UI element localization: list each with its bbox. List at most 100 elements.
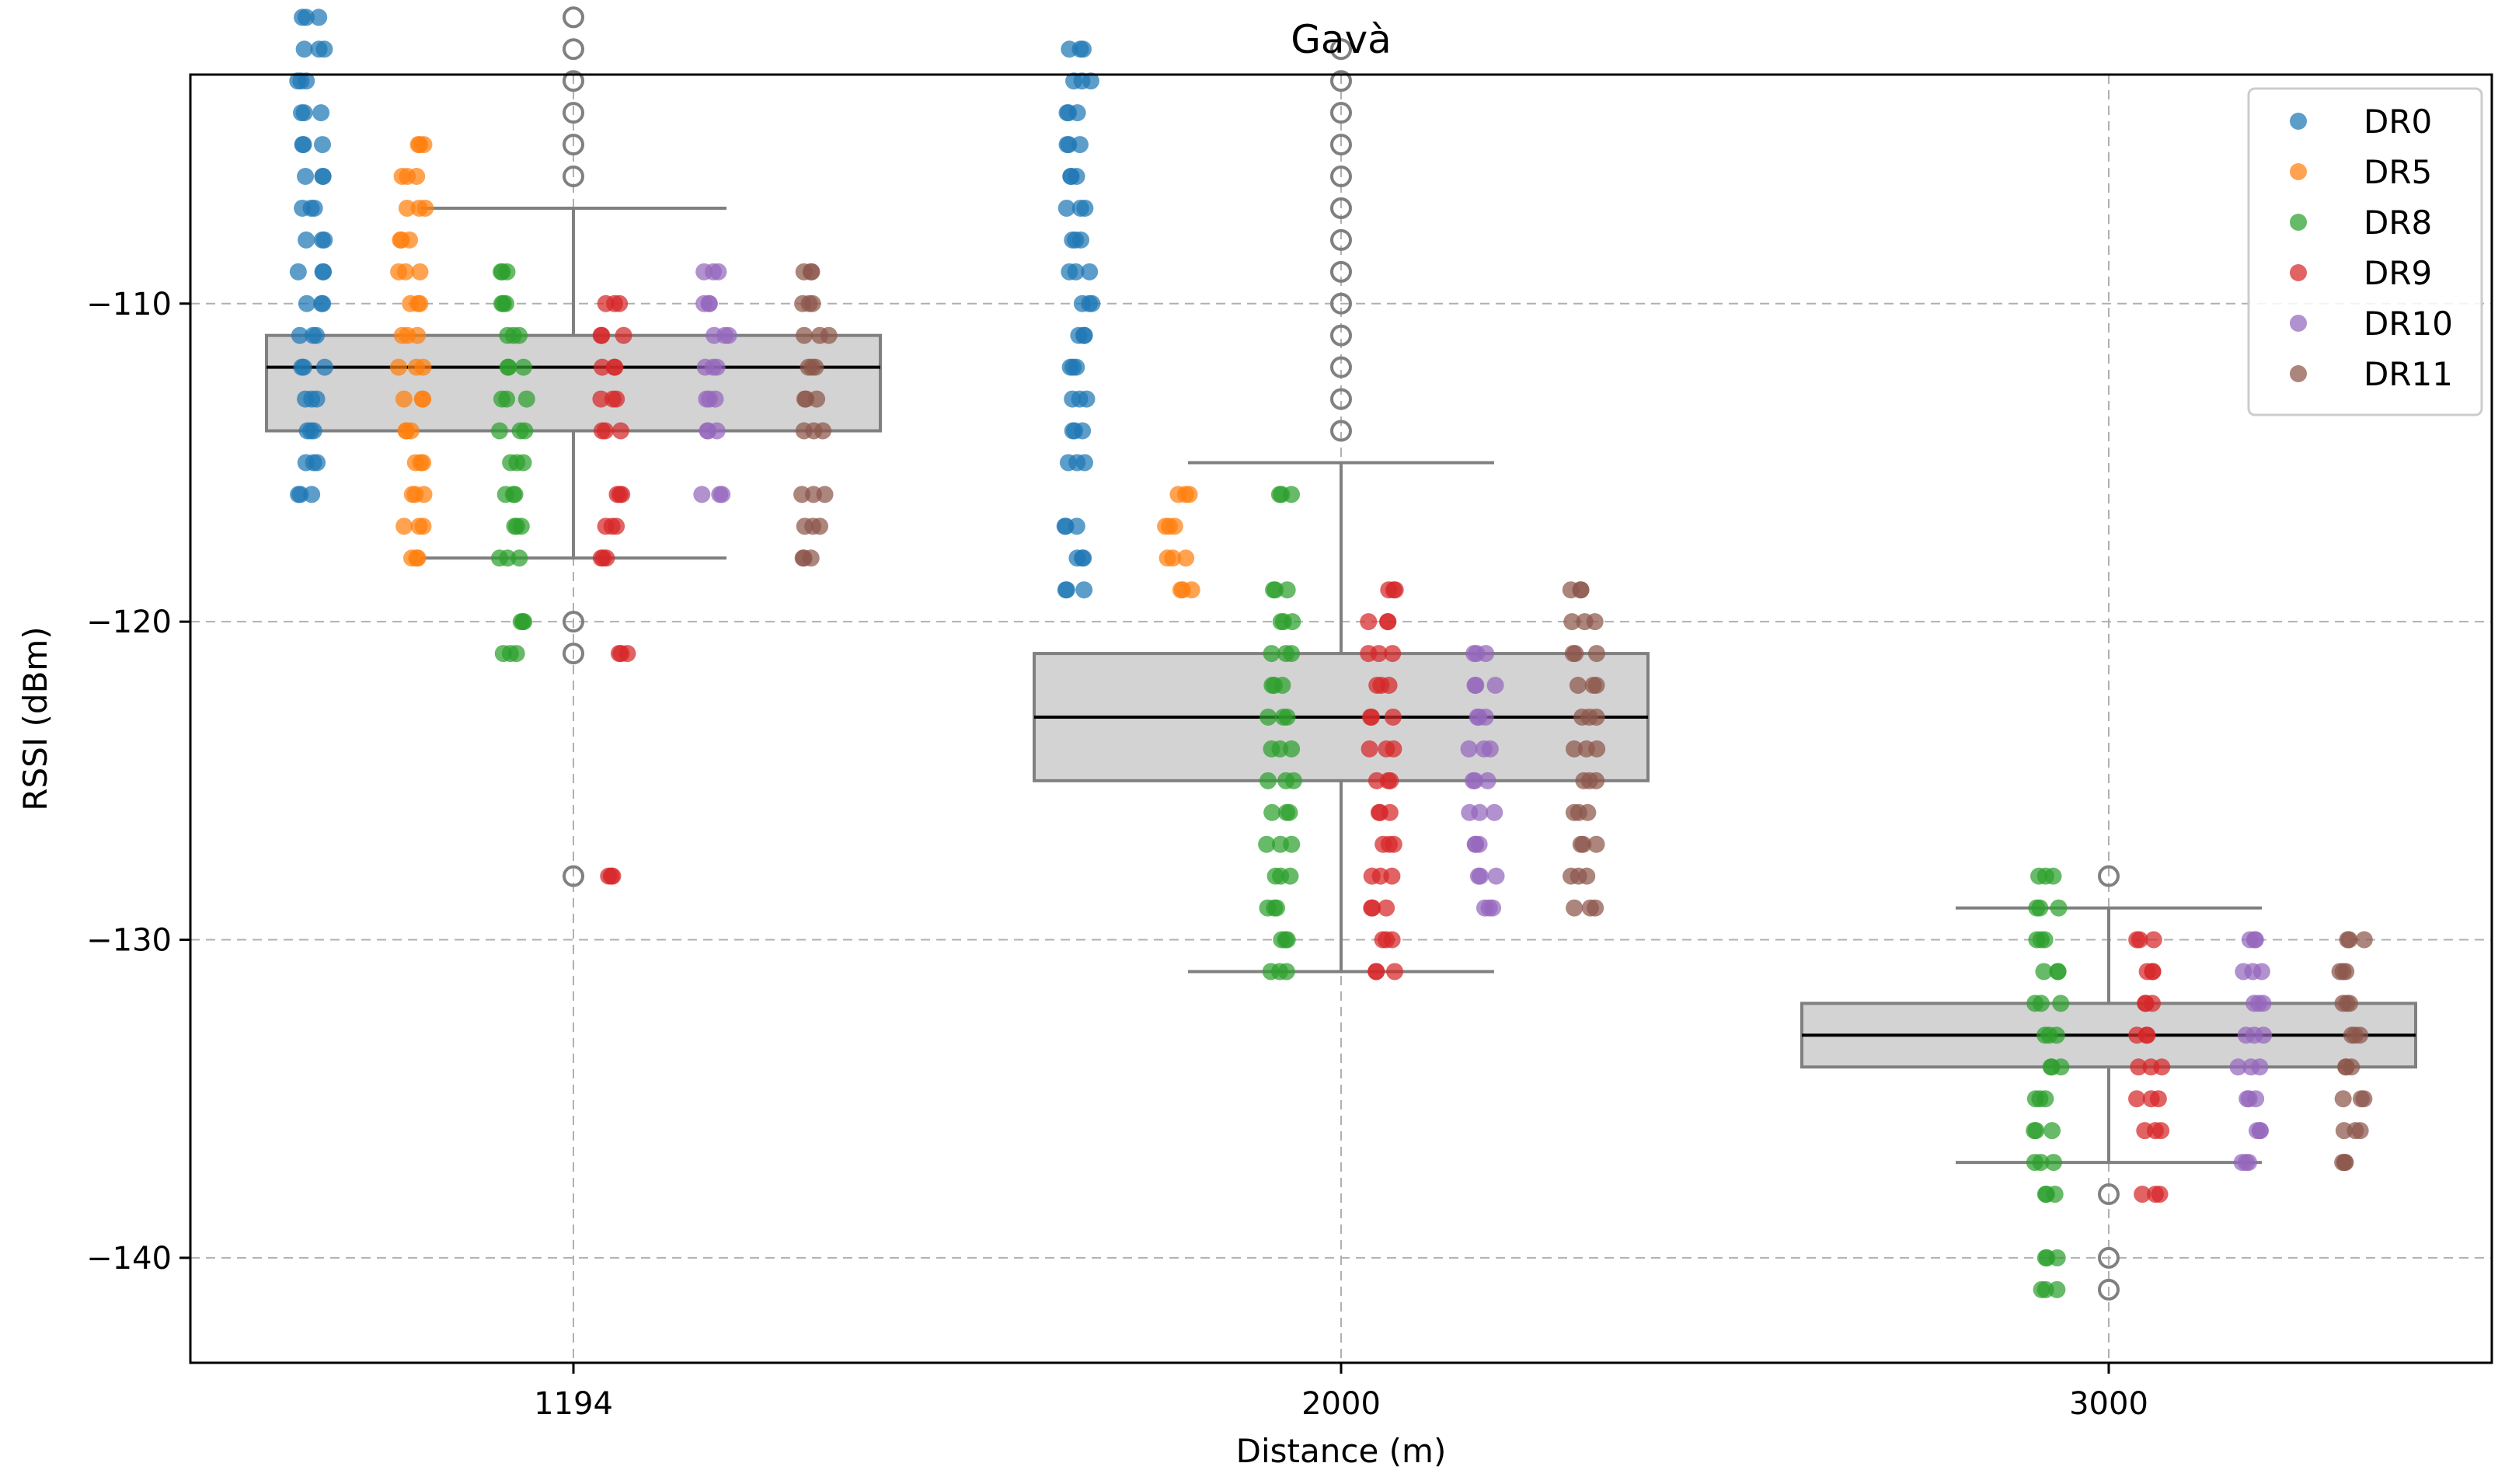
strip-point-dr11 — [1578, 867, 1596, 885]
strip-point-dr8 — [2033, 1280, 2050, 1298]
strip-point-dr8 — [2043, 1122, 2061, 1140]
strip-point-dr8 — [1265, 677, 1283, 695]
strip-point-dr8 — [2036, 931, 2054, 949]
strip-point-dr0 — [298, 231, 315, 249]
strip-point-dr5 — [413, 390, 431, 408]
strip-point-dr5 — [410, 517, 428, 535]
strip-point-dr11 — [2334, 995, 2352, 1012]
box-outlier — [1330, 102, 1352, 124]
legend-marker-dr10 — [2290, 315, 2307, 332]
strip-point-dr9 — [2128, 1090, 2146, 1108]
strip-point-dr11 — [1575, 772, 1593, 789]
strip-point-dr8 — [507, 645, 525, 663]
strip-point-dr0 — [295, 40, 313, 58]
strip-point-dr8 — [490, 549, 508, 567]
strip-point-dr8 — [514, 358, 532, 376]
strip-point-dr8 — [496, 486, 514, 503]
strip-point-dr9 — [606, 358, 624, 376]
strip-point-dr10 — [2251, 1122, 2269, 1140]
strip-point-dr8 — [2045, 1154, 2063, 1172]
box-outlier — [563, 643, 584, 665]
strip-point-dr9 — [1384, 708, 1402, 726]
strip-point-dr10 — [1466, 835, 1484, 853]
strip-point-dr0 — [294, 199, 312, 217]
strip-point-dr9 — [611, 422, 629, 440]
strip-point-dr0 — [293, 358, 311, 376]
strip-point-dr0 — [293, 104, 311, 122]
strip-point-dr8 — [2036, 1249, 2054, 1266]
strip-point-dr0 — [1075, 581, 1093, 599]
strip-point-dr9 — [2146, 1186, 2164, 1204]
strip-point-dr8 — [2050, 899, 2068, 917]
strip-point-dr9 — [598, 549, 615, 567]
strip-point-dr8 — [2046, 1186, 2064, 1204]
strip-point-dr11 — [814, 422, 832, 440]
strip-point-dr0 — [1068, 358, 1085, 376]
strip-point-dr0 — [1057, 581, 1075, 599]
strip-point-dr11 — [2339, 931, 2357, 949]
strip-point-dr9 — [615, 326, 632, 344]
strip-point-dr11 — [1563, 867, 1580, 885]
strip-point-dr8 — [1270, 963, 1288, 981]
strip-point-dr8 — [2035, 963, 2053, 981]
strip-point-dr8 — [502, 454, 520, 472]
strip-point-dr9 — [2137, 995, 2155, 1012]
strip-point-dr11 — [802, 549, 820, 567]
strip-point-dr8 — [1259, 708, 1277, 726]
strip-point-dr9 — [608, 390, 625, 408]
y-tick-label: −140 — [86, 1241, 172, 1277]
box-outlier — [1330, 356, 1352, 378]
box-outlier — [1330, 420, 1352, 442]
strip-point-dr0 — [314, 263, 332, 280]
strip-point-dr11 — [1587, 899, 1604, 917]
strip-point-dr5 — [409, 326, 427, 344]
strip-point-dr11 — [795, 422, 813, 440]
strip-point-dr0 — [314, 168, 332, 186]
box-outlier — [1330, 70, 1352, 92]
strip-point-dr11 — [795, 326, 813, 344]
box-outlier — [1330, 228, 1352, 251]
strip-point-dr9 — [593, 422, 611, 440]
strip-point-dr0 — [315, 40, 333, 58]
strip-point-dr10 — [701, 390, 719, 408]
strip-point-dr9 — [1384, 645, 1402, 663]
strip-point-dr8 — [514, 613, 532, 631]
strip-point-dr10 — [1479, 772, 1496, 789]
strip-point-dr11 — [1576, 613, 1594, 631]
strip-point-dr11 — [1570, 803, 1587, 821]
strip-point-dr10 — [699, 422, 717, 440]
strip-point-dr0 — [298, 422, 316, 440]
strip-point-dr10 — [1465, 645, 1483, 663]
legend-label-dr8: DR8 — [2364, 204, 2432, 242]
x-tick-label: 3000 — [2069, 1386, 2148, 1422]
strip-point-dr9 — [2144, 931, 2162, 949]
legend-label-dr11: DR11 — [2364, 355, 2453, 393]
box-outlier — [563, 6, 584, 29]
strip-point-dr0 — [312, 294, 330, 312]
box-outlier — [563, 102, 584, 124]
strip-point-dr11 — [795, 263, 813, 280]
strip-point-dr10 — [2251, 1058, 2269, 1076]
strip-point-dr0 — [304, 326, 322, 344]
strip-point-dr11 — [1572, 581, 1590, 599]
strip-point-dr8 — [1263, 645, 1280, 663]
strip-point-dr0 — [1060, 136, 1078, 154]
strip-point-dr0 — [1064, 231, 1082, 249]
strip-point-dr5 — [397, 422, 415, 440]
box-outlier — [1330, 260, 1352, 283]
strip-point-dr11 — [1584, 677, 1602, 695]
strip-point-dr0 — [1061, 40, 1078, 58]
strip-point-dr9 — [608, 486, 626, 503]
box-outlier — [1330, 324, 1352, 347]
strip-point-dr8 — [1266, 867, 1284, 885]
strip-point-dr0 — [1074, 40, 1092, 58]
strip-point-dr11 — [2355, 931, 2373, 949]
strip-point-dr11 — [2335, 1122, 2353, 1140]
strip-point-dr0 — [1075, 454, 1093, 472]
strip-point-dr10 — [1472, 867, 1489, 885]
box-outlier — [2098, 1183, 2120, 1206]
strip-point-dr5 — [407, 358, 425, 376]
strip-point-dr8 — [2031, 899, 2049, 917]
strip-point-dr10 — [2255, 1026, 2273, 1044]
